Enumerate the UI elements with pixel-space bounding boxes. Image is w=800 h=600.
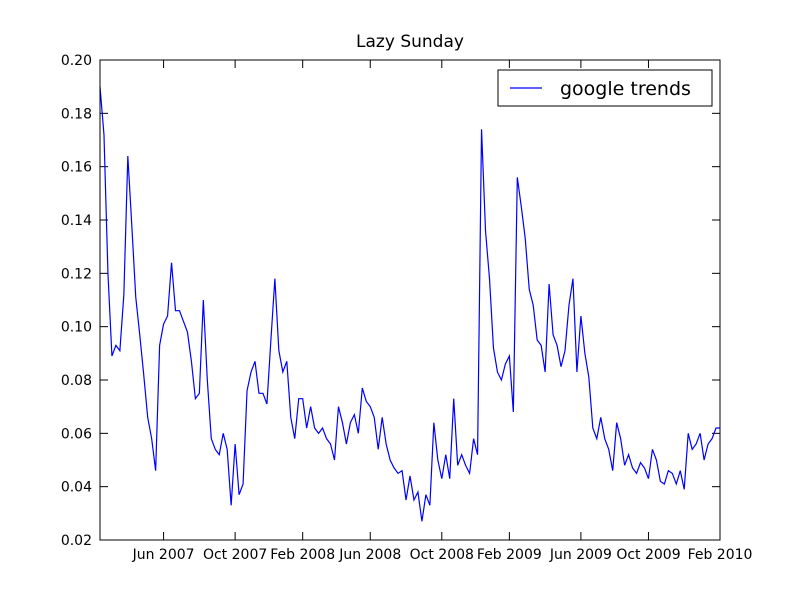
x-tick-label: Jun 2009 bbox=[549, 547, 612, 563]
y-tick-label: 0.08 bbox=[61, 373, 92, 389]
y-tick-label: 0.14 bbox=[61, 213, 92, 229]
data-line bbox=[99, 86, 720, 522]
x-tick-label: Feb 2009 bbox=[477, 547, 542, 563]
x-tick-label: Jun 2007 bbox=[132, 547, 195, 563]
x-tick-label: Feb 2008 bbox=[270, 547, 335, 563]
chart-title: Lazy Sunday bbox=[356, 32, 464, 52]
y-tick-label: 0.06 bbox=[61, 426, 92, 442]
y-tick-label: 0.20 bbox=[61, 53, 92, 69]
x-tick-label: Oct 2007 bbox=[203, 547, 267, 563]
x-tick-label: Oct 2009 bbox=[616, 547, 680, 563]
y-tick-label: 0.02 bbox=[61, 533, 92, 549]
legend-label: google trends bbox=[560, 78, 691, 100]
y-tick-label: 0.04 bbox=[61, 480, 92, 496]
x-tick-label: Jun 2008 bbox=[338, 547, 401, 563]
y-tick-label: 0.10 bbox=[61, 320, 92, 336]
x-tick-label: Feb 2010 bbox=[688, 547, 753, 563]
y-tick-label: 0.18 bbox=[61, 106, 92, 122]
x-tick-label: Oct 2008 bbox=[410, 547, 474, 563]
y-tick-label: 0.12 bbox=[61, 266, 92, 282]
y-tick-label: 0.16 bbox=[61, 160, 92, 176]
plot-frame bbox=[99, 59, 721, 541]
